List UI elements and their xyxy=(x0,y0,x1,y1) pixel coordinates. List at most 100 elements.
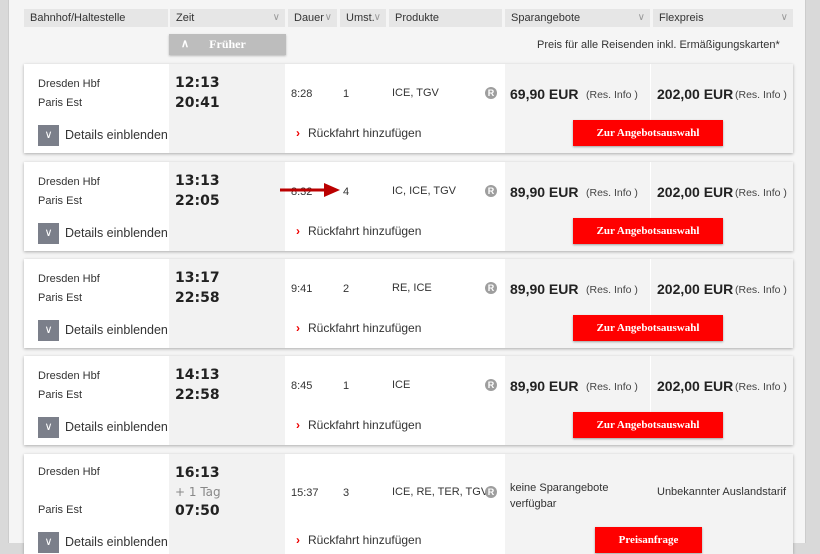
duration: 9:41 xyxy=(291,283,313,295)
reservation-info-icon[interactable]: R xyxy=(485,87,497,99)
reservation-info-icon[interactable]: R xyxy=(485,486,497,498)
departure-time: 12:13 xyxy=(175,75,220,91)
details-toggle[interactable]: ∨ Details einblenden xyxy=(38,416,168,438)
header-label: Bahnhof/Haltestelle xyxy=(30,12,126,24)
saver-res-info-link[interactable]: (Res. Info ) xyxy=(586,89,638,101)
departure-time: 16:13 xyxy=(175,465,220,481)
changes: 2 xyxy=(343,283,350,295)
from-station: Dresden Hbf xyxy=(38,273,100,285)
time-column xyxy=(169,64,285,153)
saver-price: 89,90 EUR xyxy=(510,184,579,200)
saver-res-info-link[interactable]: (Res. Info ) xyxy=(586,381,638,393)
chevron-down-icon: ∨ xyxy=(637,12,645,23)
flex-res-info-link[interactable]: (Res. Info ) xyxy=(735,284,787,296)
details-label: Details einblenden xyxy=(65,420,168,434)
from-station: Dresden Hbf xyxy=(38,176,100,188)
details-toggle[interactable]: ∨ Details einblenden xyxy=(38,124,168,146)
return-label: Rückfahrt hinzufügen xyxy=(308,126,422,140)
to-station: Paris Est xyxy=(38,389,83,401)
chevron-down-icon: ∨ xyxy=(38,124,59,146)
header-changes-sort[interactable]: Umst. ∨ xyxy=(340,9,386,27)
details-toggle[interactable]: ∨ Details einblenden xyxy=(38,319,168,341)
header-duration-sort[interactable]: Dauer ∨ xyxy=(288,9,337,27)
chevron-down-icon: ∨ xyxy=(373,12,381,23)
flex-price: 202,00 EUR xyxy=(657,378,734,394)
reservation-info-icon[interactable]: R xyxy=(485,185,497,197)
reservation-info-icon[interactable]: R xyxy=(485,282,497,294)
offer-select-button[interactable]: Zur Angebotsauswahl xyxy=(573,218,723,244)
departure-time: 14:13 xyxy=(175,367,220,383)
divider xyxy=(650,64,651,122)
chevron-right-icon: › xyxy=(296,418,300,432)
from-station: Dresden Hbf xyxy=(38,370,100,382)
changes: 1 xyxy=(343,88,350,100)
duration: 8:28 xyxy=(291,88,313,100)
reservation-info-icon[interactable]: R xyxy=(485,379,497,391)
connection-card: Dresden Hbf Paris Est 14:13 22:58 8:45 1… xyxy=(24,356,793,445)
changes: 1 xyxy=(343,380,350,392)
price-note: Preis für alle Reisenden inkl. Ermäßigun… xyxy=(537,39,780,51)
no-saver-offers: keine Sparangebote verfügbar xyxy=(510,482,609,510)
connection-card: Dresden Hbf Paris Est 13:17 22:58 9:41 2… xyxy=(24,259,793,348)
to-station: Paris Est xyxy=(38,195,83,207)
chevron-right-icon: › xyxy=(296,321,300,335)
earlier-button[interactable]: ∧ Früher xyxy=(169,34,286,55)
duration: 8:45 xyxy=(291,380,313,392)
arrival-time: 22:58 xyxy=(175,290,220,306)
day-note: + 1 Tag xyxy=(175,485,221,499)
chevron-down-icon: ∨ xyxy=(38,416,59,438)
offer-select-button[interactable]: Zur Angebotsauswahl xyxy=(573,412,723,438)
details-label: Details einblenden xyxy=(65,535,168,549)
chevron-up-icon: ∧ xyxy=(181,38,190,50)
details-toggle[interactable]: ∨ Details einblenden xyxy=(38,222,168,244)
add-return-link[interactable]: › Rückfahrt hinzufügen xyxy=(296,224,421,238)
offer-select-button[interactable]: Zur Angebotsauswahl xyxy=(573,315,723,341)
saver-res-info-link[interactable]: (Res. Info ) xyxy=(586,284,638,296)
flex-res-info-link[interactable]: (Res. Info ) xyxy=(735,89,787,101)
add-return-link[interactable]: › Rückfahrt hinzufügen xyxy=(296,126,421,140)
products: IC, ICE, TGV xyxy=(392,185,456,197)
connection-card: Dresden Hbf Paris Est 12:13 20:41 8:28 1… xyxy=(24,64,793,153)
flex-price: 202,00 EUR xyxy=(657,281,734,297)
arrival-time: 07:50 xyxy=(175,503,220,519)
to-station: Paris Est xyxy=(38,504,83,516)
from-station: Dresden Hbf xyxy=(38,466,100,478)
connection-card: Dresden Hbf Paris Est 16:13 + 1 Tag 07:5… xyxy=(24,454,793,554)
header-flex-sort[interactable]: Flexpreis ∨ xyxy=(653,9,793,27)
arrival-time: 22:05 xyxy=(175,193,220,209)
saver-res-info-link[interactable]: (Res. Info ) xyxy=(586,187,638,199)
add-return-link[interactable]: › Rückfahrt hinzufügen xyxy=(296,321,421,335)
time-column xyxy=(169,162,285,251)
header-label: Umst. xyxy=(346,12,375,24)
details-label: Details einblenden xyxy=(65,226,168,240)
saver-price: 89,90 EUR xyxy=(510,281,579,297)
flex-note: Unbekannter Auslandstarif xyxy=(657,486,787,498)
offer-select-button[interactable]: Zur Angebotsauswahl xyxy=(573,120,723,146)
flex-price: 202,00 EUR xyxy=(657,184,734,200)
return-label: Rückfahrt hinzufügen xyxy=(308,533,422,547)
departure-time: 13:17 xyxy=(175,270,220,286)
header-saver-sort[interactable]: Sparangebote ∨ xyxy=(505,9,650,27)
header-time-sort[interactable]: Zeit ∨ xyxy=(170,9,285,27)
to-station: Paris Est xyxy=(38,292,83,304)
to-station: Paris Est xyxy=(38,97,83,109)
price-request-button[interactable]: Preisanfrage xyxy=(595,527,702,553)
products: ICE, RE, TER, TGV xyxy=(392,486,489,498)
chevron-down-icon: ∨ xyxy=(780,12,788,23)
flex-res-info-link[interactable]: (Res. Info ) xyxy=(735,187,787,199)
details-toggle[interactable]: ∨ Details einblenden xyxy=(38,531,168,553)
saver-price: 89,90 EUR xyxy=(510,378,579,394)
header-label: Dauer xyxy=(294,12,324,24)
products: ICE, TGV xyxy=(392,87,439,99)
flex-res-info-link[interactable]: (Res. Info ) xyxy=(735,381,787,393)
header-label: Produkte xyxy=(395,12,440,24)
products: ICE xyxy=(392,379,411,391)
chevron-down-icon: ∨ xyxy=(38,222,59,244)
header-products: Produkte xyxy=(389,9,502,27)
changes: 3 xyxy=(343,487,350,499)
chevron-down-icon: ∨ xyxy=(324,12,332,23)
add-return-link[interactable]: › Rückfahrt hinzufügen xyxy=(296,418,421,432)
divider xyxy=(650,259,651,317)
divider xyxy=(650,356,651,414)
add-return-link[interactable]: › Rückfahrt hinzufügen xyxy=(296,533,421,547)
